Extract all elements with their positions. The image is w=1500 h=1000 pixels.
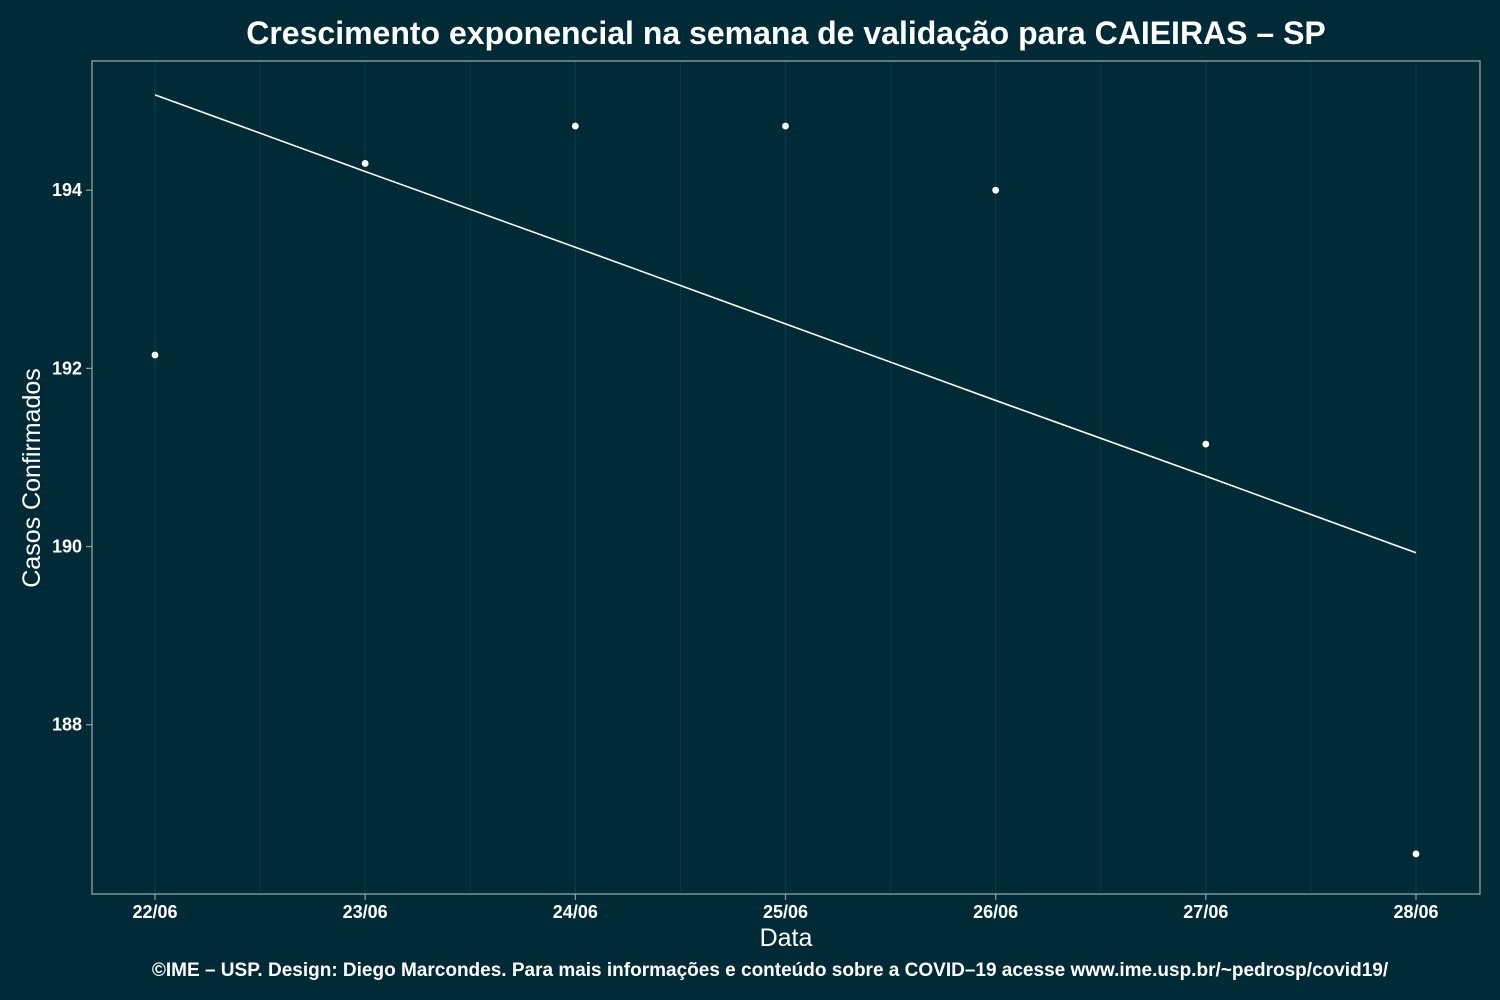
y-axis: 188 190 192 194 bbox=[52, 180, 92, 735]
data-point bbox=[992, 186, 1000, 194]
data-point bbox=[571, 122, 579, 130]
chart-title: Crescimento exponencial na semana de val… bbox=[246, 15, 1326, 51]
x-axis-title: Data bbox=[760, 924, 813, 952]
x-axis: 22/06 23/06 24/06 25/06 26/06 27/06 28/06 bbox=[132, 894, 1439, 922]
x-tick-label: 26/06 bbox=[973, 902, 1018, 922]
x-tick-label: 28/06 bbox=[1393, 902, 1438, 922]
data-point bbox=[151, 351, 159, 359]
series-layer bbox=[151, 94, 1420, 858]
data-point bbox=[361, 160, 369, 167]
data-point bbox=[1412, 850, 1420, 858]
y-tick-label: 188 bbox=[52, 715, 82, 735]
x-tick-label: 25/06 bbox=[763, 902, 808, 922]
y-tick-label: 194 bbox=[52, 180, 82, 200]
x-tick-label: 22/06 bbox=[132, 902, 177, 922]
caption: ©IME – USP. Design: Diego Marcondes. Par… bbox=[152, 960, 1389, 981]
trend-line bbox=[154, 94, 1417, 554]
grid-lines bbox=[154, 61, 1417, 894]
y-tick-label: 190 bbox=[52, 537, 82, 557]
y-axis-title: Casos Confirmados bbox=[18, 368, 46, 588]
x-tick-label: 27/06 bbox=[1183, 902, 1228, 922]
data-point bbox=[1202, 440, 1210, 448]
x-tick-label: 24/06 bbox=[553, 902, 598, 922]
data-point bbox=[782, 122, 789, 130]
x-tick-label: 23/06 bbox=[343, 902, 388, 922]
y-tick-label: 192 bbox=[52, 358, 82, 378]
